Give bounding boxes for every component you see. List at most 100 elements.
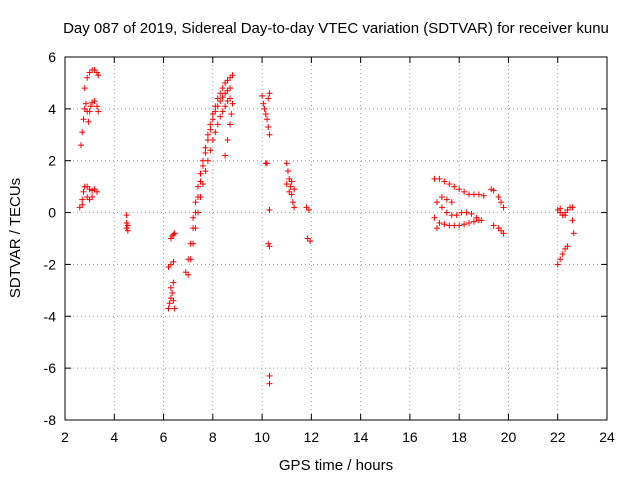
data-point [283,181,290,188]
data-point [266,243,273,250]
data-point [167,284,174,291]
data-point [287,183,294,190]
data-point [199,157,206,164]
data-point [187,256,194,263]
data-point [490,222,497,229]
data-point [438,194,445,201]
data-points [76,66,577,387]
data-point [199,181,206,188]
data-point [569,217,576,224]
data-point [192,225,199,232]
data-point [500,230,507,237]
data-point [557,205,564,212]
x-tick-label: 8 [209,429,217,445]
data-point [195,209,202,216]
data-point [185,271,192,278]
data-point [500,204,507,211]
y-axis-label: SDTVAR / TECUs [7,178,24,298]
x-tick-label: 20 [501,429,517,445]
data-point [456,222,463,229]
y-tick-label: 0 [48,205,56,221]
data-point [448,199,455,206]
data-point [197,194,204,201]
data-point [224,136,231,143]
data-point [227,95,234,102]
data-point [219,94,226,101]
series-arc-8d [434,194,455,232]
data-point [434,225,441,232]
x-tick-label: 2 [61,429,69,445]
data-point [554,261,561,268]
data-point [195,183,202,190]
data-point [170,297,177,304]
data-point [557,256,564,263]
data-point [475,191,482,198]
data-point [192,199,199,206]
y-tick-label: 6 [48,49,56,65]
series-arc-5b [262,160,273,387]
x-tick-label: 10 [254,429,270,445]
x-tick-label: 24 [599,429,615,445]
series-arc-9 [488,186,507,237]
data-point [80,188,87,195]
data-point [475,217,482,224]
data-point [266,206,273,213]
series-arc-4a [182,85,234,276]
data-point [431,214,438,221]
data-point [124,227,131,234]
data-point [453,212,460,219]
data-point [85,118,92,125]
ticks [64,56,608,421]
data-point [261,105,268,112]
data-point [446,181,453,188]
grid [65,57,607,420]
series-arc-1c [76,183,101,211]
data-point [259,92,266,99]
data-point [461,188,468,195]
data-point [570,230,577,237]
data-point [291,204,298,211]
y-tick-label: 2 [48,153,56,169]
series-arc-1b [81,66,102,92]
series-arc-8a [431,175,487,199]
data-point [438,204,445,211]
data-point [202,144,209,151]
data-point [443,196,450,203]
data-point [79,196,86,203]
y-tick-label: 4 [48,101,56,117]
data-point [228,111,235,118]
series-arc-8c [431,214,482,229]
x-tick-label: 12 [304,429,320,445]
data-point [89,194,96,201]
data-point [217,113,224,120]
data-point [95,72,102,79]
data-point [436,219,443,226]
data-point [229,72,236,79]
data-point [266,372,273,379]
data-point [80,116,87,123]
data-point [480,192,487,199]
data-point [212,129,219,136]
data-point [170,258,177,265]
data-point [470,218,477,225]
series-arc-10a [554,204,576,219]
data-point [307,238,314,245]
x-tick-labels: 2 4 6 8 10 12 14 16 18 20 22 24 [61,429,615,445]
data-point [266,131,273,138]
x-axis-label: GPS time / hours [279,457,393,474]
data-point [202,168,209,175]
data-point [456,186,463,193]
data-point [214,121,221,128]
data-point [190,214,197,221]
data-point [207,121,214,128]
data-point [167,235,174,242]
data-point [498,199,505,206]
data-point [262,111,269,118]
data-point [166,300,173,307]
data-point [441,178,448,185]
y-tick-label: -2 [44,256,57,272]
data-point [212,103,219,110]
data-point [214,95,221,102]
data-point [123,225,130,232]
